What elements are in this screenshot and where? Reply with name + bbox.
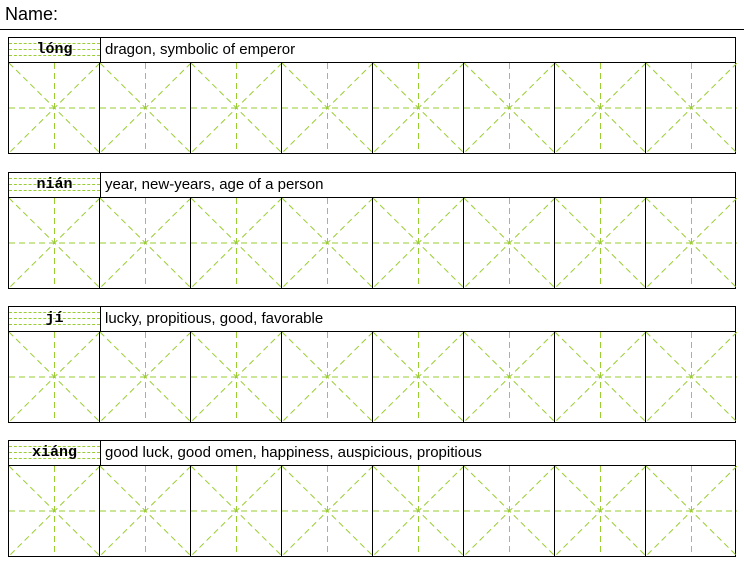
writing-box <box>646 466 737 556</box>
meaning-text: dragon, symbolic of emperor <box>105 41 296 58</box>
pinyin-cell: xiáng <box>9 441 101 465</box>
writing-box <box>191 63 282 153</box>
writing-box <box>9 63 100 153</box>
writing-box <box>373 198 464 288</box>
writing-box <box>464 198 555 288</box>
writing-box <box>646 63 737 153</box>
writing-box <box>100 332 191 422</box>
writing-box <box>191 198 282 288</box>
writing-box <box>282 198 373 288</box>
pinyin-text: jí <box>45 310 64 327</box>
writing-box <box>191 466 282 556</box>
writing-box <box>646 332 737 422</box>
writing-box <box>282 466 373 556</box>
pinyin-cell: nián <box>9 173 101 197</box>
entry-header: nián year, new-years, age of a person <box>8 172 736 198</box>
writing-box <box>373 332 464 422</box>
pinyin-text: xiáng <box>31 444 77 461</box>
pinyin-text: nián <box>36 176 73 193</box>
writing-box <box>373 466 464 556</box>
meaning-text: lucky, propitious, good, favorable <box>105 310 324 327</box>
writing-grid <box>8 331 737 423</box>
entry-header: lóng dragon, symbolic of emperor <box>8 37 736 63</box>
writing-box <box>9 332 100 422</box>
pinyin-text: lóng <box>36 41 73 58</box>
name-label: Name: <box>5 4 59 24</box>
writing-grid <box>8 197 737 289</box>
meaning-text: year, new-years, age of a person <box>105 176 324 193</box>
writing-box <box>555 198 646 288</box>
writing-box <box>100 63 191 153</box>
writing-box <box>373 63 464 153</box>
pinyin-cell: jí <box>9 307 101 331</box>
writing-box <box>646 198 737 288</box>
entry-header: xiáng good luck, good omen, happiness, a… <box>8 440 736 466</box>
writing-grid <box>8 62 737 154</box>
writing-box <box>555 466 646 556</box>
pinyin-cell: lóng <box>9 38 101 62</box>
writing-box <box>9 198 100 288</box>
writing-grid <box>8 465 737 557</box>
writing-box <box>100 466 191 556</box>
writing-box <box>100 198 191 288</box>
writing-box <box>464 466 555 556</box>
writing-box <box>9 466 100 556</box>
entry-header: jí lucky, propitious, good, favorable <box>8 306 736 332</box>
writing-box <box>464 63 555 153</box>
writing-box <box>282 332 373 422</box>
writing-box <box>555 63 646 153</box>
writing-box <box>464 332 555 422</box>
writing-box <box>282 63 373 153</box>
writing-box <box>555 332 646 422</box>
meaning-text: good luck, good omen, happiness, auspici… <box>105 444 482 461</box>
writing-box <box>191 332 282 422</box>
name-underline <box>0 29 744 30</box>
